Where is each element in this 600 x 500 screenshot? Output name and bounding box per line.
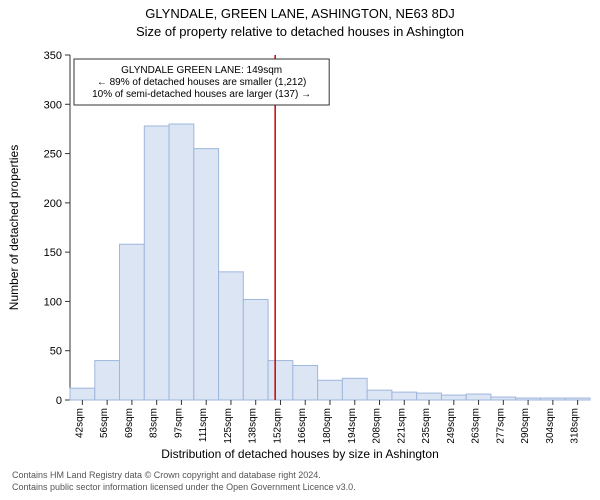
- callout-line: 10% of semi-detached houses are larger (…: [92, 89, 311, 100]
- histogram-chart: GLYNDALE, GREEN LANE, ASHINGTON, NE63 8D…: [0, 0, 600, 500]
- x-tick-label: 125sqm: [223, 408, 234, 444]
- y-tick-label: 0: [56, 395, 62, 407]
- y-tick-label: 300: [44, 99, 62, 111]
- x-tick-label: 166sqm: [297, 408, 308, 444]
- y-tick-label: 250: [44, 149, 62, 161]
- bar: [516, 398, 541, 400]
- bar: [243, 299, 268, 400]
- bar: [318, 380, 343, 400]
- y-tick-label: 150: [44, 247, 62, 259]
- bar: [194, 149, 219, 400]
- x-tick-label: 277sqm: [495, 408, 506, 444]
- bar: [491, 397, 516, 400]
- footnote-line: Contains public sector information licen…: [12, 482, 356, 492]
- x-tick-label: 318sqm: [570, 408, 581, 444]
- bar: [466, 394, 491, 400]
- x-tick-label: 69sqm: [124, 408, 135, 438]
- bar: [144, 126, 169, 400]
- x-tick-label: 304sqm: [545, 408, 556, 444]
- x-tick-label: 138sqm: [248, 408, 259, 444]
- x-tick-label: 152sqm: [272, 408, 283, 444]
- y-tick-label: 200: [44, 198, 62, 210]
- bar: [342, 378, 367, 400]
- x-tick-label: 83sqm: [149, 408, 160, 438]
- x-tick-label: 97sqm: [173, 408, 184, 438]
- bar: [70, 388, 95, 400]
- chart-subtitle: Size of property relative to detached ho…: [136, 24, 464, 39]
- bar: [219, 272, 244, 400]
- bar: [565, 398, 590, 400]
- y-tick-label: 350: [44, 50, 62, 62]
- x-tick-label: 221sqm: [396, 408, 407, 444]
- chart-title: GLYNDALE, GREEN LANE, ASHINGTON, NE63 8D…: [145, 6, 454, 21]
- x-axis-label: Distribution of detached houses by size …: [161, 447, 439, 461]
- bar: [95, 361, 120, 400]
- chart-container: { "layout": { "width": 600, "height": 50…: [0, 0, 600, 500]
- bar: [540, 398, 565, 400]
- bar: [120, 244, 145, 400]
- callout-line: ← 89% of detached houses are smaller (1,…: [97, 77, 307, 88]
- x-tick-label: 263sqm: [471, 408, 482, 444]
- bar: [392, 392, 417, 400]
- x-tick-label: 111sqm: [198, 408, 209, 442]
- x-tick-label: 56sqm: [99, 408, 110, 438]
- y-tick-label: 100: [44, 296, 62, 308]
- x-tick-label: 235sqm: [421, 408, 432, 444]
- y-axis-label: Number of detached properties: [7, 145, 21, 310]
- bar: [441, 395, 466, 400]
- bar: [367, 390, 392, 400]
- bar: [417, 393, 442, 400]
- callout-line: GLYNDALE GREEN LANE: 149sqm: [121, 65, 282, 76]
- x-tick-label: 42sqm: [74, 408, 85, 438]
- x-tick-label: 249sqm: [446, 408, 457, 444]
- bar: [268, 361, 293, 400]
- footnote-line: Contains HM Land Registry data © Crown c…: [12, 470, 321, 480]
- bar: [293, 366, 318, 401]
- x-tick-label: 180sqm: [322, 408, 333, 444]
- y-tick-label: 50: [50, 346, 62, 358]
- bar: [169, 124, 194, 400]
- x-tick-label: 290sqm: [520, 408, 531, 444]
- x-tick-label: 194sqm: [347, 408, 358, 444]
- x-tick-label: 208sqm: [372, 408, 383, 444]
